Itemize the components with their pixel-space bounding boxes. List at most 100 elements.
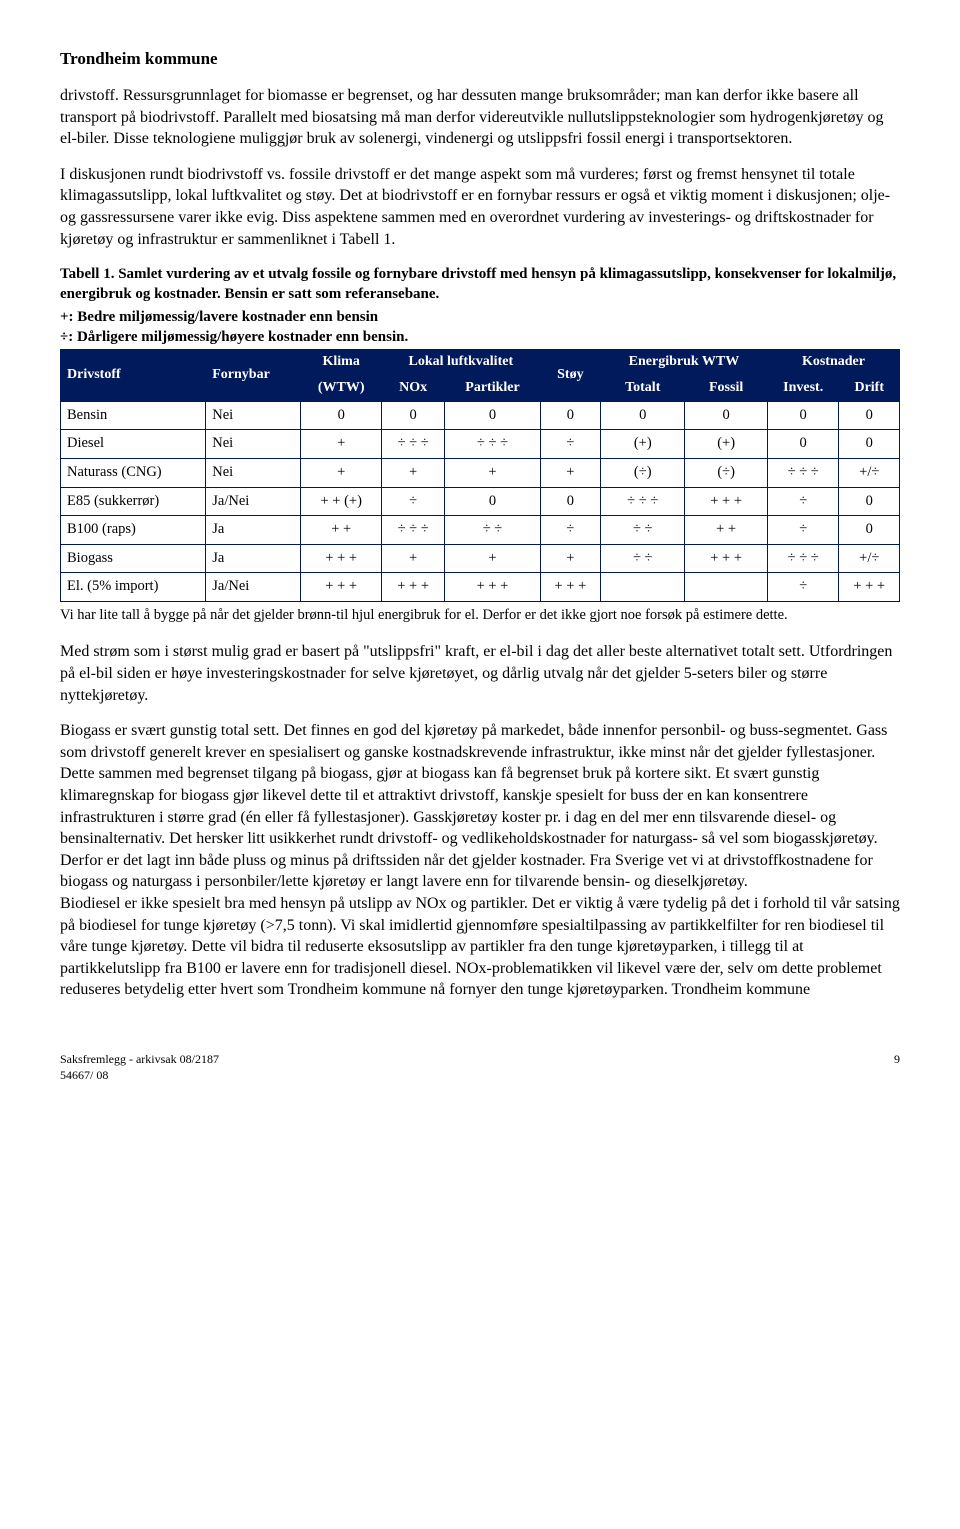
table-cell: ÷ ÷ <box>445 516 540 545</box>
table-row: Naturass (CNG)Nei++++(÷)(÷)÷ ÷ ÷+/÷ <box>61 459 900 488</box>
table-cell: + <box>540 544 600 573</box>
table-cell: + + <box>685 516 768 545</box>
table-row: B100 (raps)Ja+ +÷ ÷ ÷÷ ÷÷÷ ÷+ +÷0 <box>61 516 900 545</box>
table-cell: ÷ <box>381 487 444 516</box>
table-cell: 0 <box>301 401 382 430</box>
table-cell: El. (5% import) <box>61 573 206 602</box>
table-cell: + + + <box>839 573 900 602</box>
table-cell: 0 <box>839 401 900 430</box>
page-number: 9 <box>894 1051 900 1067</box>
th-fornybar: Fornybar <box>206 350 301 402</box>
table-cell: (÷) <box>685 459 768 488</box>
th-klima: Klima <box>301 350 382 376</box>
table-cell: Nei <box>206 430 301 459</box>
table-row: E85 (sukkerrør)Ja/Nei+ + (+)÷00÷ ÷ ÷+ + … <box>61 487 900 516</box>
table-cell: 0 <box>445 487 540 516</box>
table-row: El. (5% import)Ja/Nei+ + ++ + ++ + ++ + … <box>61 573 900 602</box>
th-luft: Lokal luftkvalitet <box>381 350 540 376</box>
table-cell: + + + <box>685 487 768 516</box>
table-cell: Ja <box>206 544 301 573</box>
table-cell: ÷ ÷ ÷ <box>767 544 839 573</box>
table-cell: ÷ ÷ ÷ <box>767 459 839 488</box>
table-cell: + + + <box>540 573 600 602</box>
th-fossil: Fossil <box>685 375 768 401</box>
table-cell: + + + <box>381 573 444 602</box>
table-cell: Ja/Nei <box>206 487 301 516</box>
table-cell: ÷ ÷ ÷ <box>601 487 685 516</box>
table-cell: Ja/Nei <box>206 573 301 602</box>
footer-docnum: 54667/ 08 <box>60 1068 108 1082</box>
table-cell: 0 <box>767 401 839 430</box>
table-cell: Naturass (CNG) <box>61 459 206 488</box>
table-row: BensinNei00000000 <box>61 401 900 430</box>
paragraph-3: Med strøm som i størst mulig grad er bas… <box>60 641 900 706</box>
paragraph-4: Biogass er svært gunstig total sett. Det… <box>60 720 900 893</box>
table-caption: Tabell 1. Samlet vurdering av et utvalg … <box>60 264 900 305</box>
legend-divide: ÷: Dårligere miljømessig/høyere kostnade… <box>60 327 900 347</box>
table-cell <box>601 573 685 602</box>
th-totalt: Totalt <box>601 375 685 401</box>
table-cell: Ja <box>206 516 301 545</box>
table-cell: ÷ <box>767 573 839 602</box>
th-wtw: (WTW) <box>301 375 382 401</box>
table-cell: 0 <box>685 401 768 430</box>
th-invest: Invest. <box>767 375 839 401</box>
table-cell: ÷ ÷ ÷ <box>381 430 444 459</box>
table-cell: B100 (raps) <box>61 516 206 545</box>
table-cell: + + <box>301 516 382 545</box>
table-cell: + <box>381 544 444 573</box>
table-footnote: Vi har lite tall å bygge på når det gjel… <box>60 606 900 626</box>
th-drift: Drift <box>839 375 900 401</box>
th-klima-label: Klima <box>323 354 360 369</box>
table-cell: + + + <box>445 573 540 602</box>
table-cell: Biogass <box>61 544 206 573</box>
table-row: BiogassJa+ + ++++÷ ÷+ + +÷ ÷ ÷+/÷ <box>61 544 900 573</box>
table-cell <box>685 573 768 602</box>
table-cell: + + + <box>301 544 382 573</box>
table-cell: + <box>301 459 382 488</box>
table-cell: 0 <box>445 401 540 430</box>
table-cell: + <box>445 544 540 573</box>
table-cell: + <box>445 459 540 488</box>
table-cell: ÷ ÷ <box>601 544 685 573</box>
table-cell: +/÷ <box>839 459 900 488</box>
th-energi: Energibruk WTW <box>601 350 768 376</box>
table-cell: + <box>540 459 600 488</box>
table-cell: E85 (sukkerrør) <box>61 487 206 516</box>
table-cell: + <box>381 459 444 488</box>
page-header: Trondheim kommune <box>60 48 900 71</box>
table-cell: Nei <box>206 401 301 430</box>
th-nox: NOx <box>381 375 444 401</box>
paragraph-5: Biodiesel er ikke spesielt bra med hensy… <box>60 893 900 1001</box>
table-cell: + + + <box>301 573 382 602</box>
table-cell: 0 <box>601 401 685 430</box>
table-cell: ÷ ÷ ÷ <box>445 430 540 459</box>
table-cell: ÷ ÷ <box>601 516 685 545</box>
paragraph-2: I diskusjonen rundt biodrivstoff vs. fos… <box>60 164 900 250</box>
table-cell: Diesel <box>61 430 206 459</box>
table-cell: 0 <box>540 401 600 430</box>
table-cell: 0 <box>839 516 900 545</box>
table-cell: ÷ <box>540 516 600 545</box>
fuel-table: Drivstoff Fornybar Klima Lokal luftkvali… <box>60 349 900 602</box>
table-header-row-1: Drivstoff Fornybar Klima Lokal luftkvali… <box>61 350 900 376</box>
table-cell: (+) <box>685 430 768 459</box>
table-cell: (+) <box>601 430 685 459</box>
table-cell: (÷) <box>601 459 685 488</box>
th-drivstoff: Drivstoff <box>61 350 206 402</box>
table-cell: 0 <box>839 487 900 516</box>
table-cell: 0 <box>540 487 600 516</box>
table-cell: 0 <box>839 430 900 459</box>
th-stoy: Støy <box>540 350 600 402</box>
table-cell: Nei <box>206 459 301 488</box>
table-cell: 0 <box>381 401 444 430</box>
table-cell: Bensin <box>61 401 206 430</box>
table-cell: ÷ <box>767 487 839 516</box>
table-cell: + + (+) <box>301 487 382 516</box>
legend-plus: +: Bedre miljømessig/lavere kostnader en… <box>60 307 900 327</box>
table-cell: +/÷ <box>839 544 900 573</box>
table-cell: ÷ ÷ ÷ <box>381 516 444 545</box>
paragraph-1: drivstoff. Ressursgrunnlaget for biomass… <box>60 85 900 150</box>
th-partikler: Partikler <box>445 375 540 401</box>
th-kost: Kostnader <box>767 350 899 376</box>
